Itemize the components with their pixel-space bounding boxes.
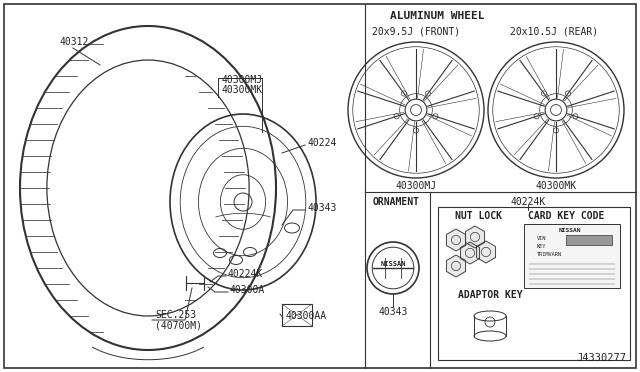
Text: J4330277: J4330277 bbox=[576, 353, 626, 363]
Text: SEC.253: SEC.253 bbox=[155, 310, 196, 320]
Text: TRIMVARN: TRIMVARN bbox=[537, 253, 562, 257]
Text: CARD KEY CODE: CARD KEY CODE bbox=[528, 211, 604, 221]
Bar bbox=[524, 224, 620, 288]
Text: NUT LOCK: NUT LOCK bbox=[455, 211, 502, 221]
Text: 40343: 40343 bbox=[307, 203, 337, 213]
Text: 20x9.5J (FRONT): 20x9.5J (FRONT) bbox=[372, 27, 460, 37]
Bar bbox=[438, 207, 630, 360]
Polygon shape bbox=[465, 226, 484, 248]
Text: ADAPTOR KEY: ADAPTOR KEY bbox=[458, 290, 522, 300]
Text: ORNAMENT: ORNAMENT bbox=[373, 197, 420, 207]
Text: 40300A: 40300A bbox=[230, 285, 265, 295]
Text: 40224: 40224 bbox=[307, 138, 337, 148]
Text: NISSAN: NISSAN bbox=[380, 261, 406, 267]
Text: VIN: VIN bbox=[537, 237, 547, 241]
Text: 40300MK: 40300MK bbox=[222, 85, 263, 95]
Text: (40700M): (40700M) bbox=[155, 320, 202, 330]
Text: NISSAN: NISSAN bbox=[559, 228, 581, 234]
Text: 40300MJ: 40300MJ bbox=[396, 181, 436, 191]
Text: 40224K: 40224K bbox=[228, 269, 263, 279]
Text: 40300AA: 40300AA bbox=[285, 311, 326, 321]
Text: 40312: 40312 bbox=[60, 37, 90, 47]
Text: 40224K: 40224K bbox=[510, 197, 546, 207]
Polygon shape bbox=[460, 242, 479, 264]
Text: 40300MK: 40300MK bbox=[536, 181, 577, 191]
Bar bbox=[566, 235, 612, 245]
Text: 40343: 40343 bbox=[378, 307, 408, 317]
Text: 20x10.5J (REAR): 20x10.5J (REAR) bbox=[510, 27, 598, 37]
Bar bbox=[282, 304, 312, 326]
Text: ALUMINUM WHEEL: ALUMINUM WHEEL bbox=[390, 11, 484, 21]
Polygon shape bbox=[447, 255, 465, 277]
Polygon shape bbox=[447, 229, 465, 251]
Text: KEY: KEY bbox=[537, 244, 547, 250]
Text: 40300MJ: 40300MJ bbox=[222, 75, 263, 85]
Polygon shape bbox=[476, 241, 495, 263]
